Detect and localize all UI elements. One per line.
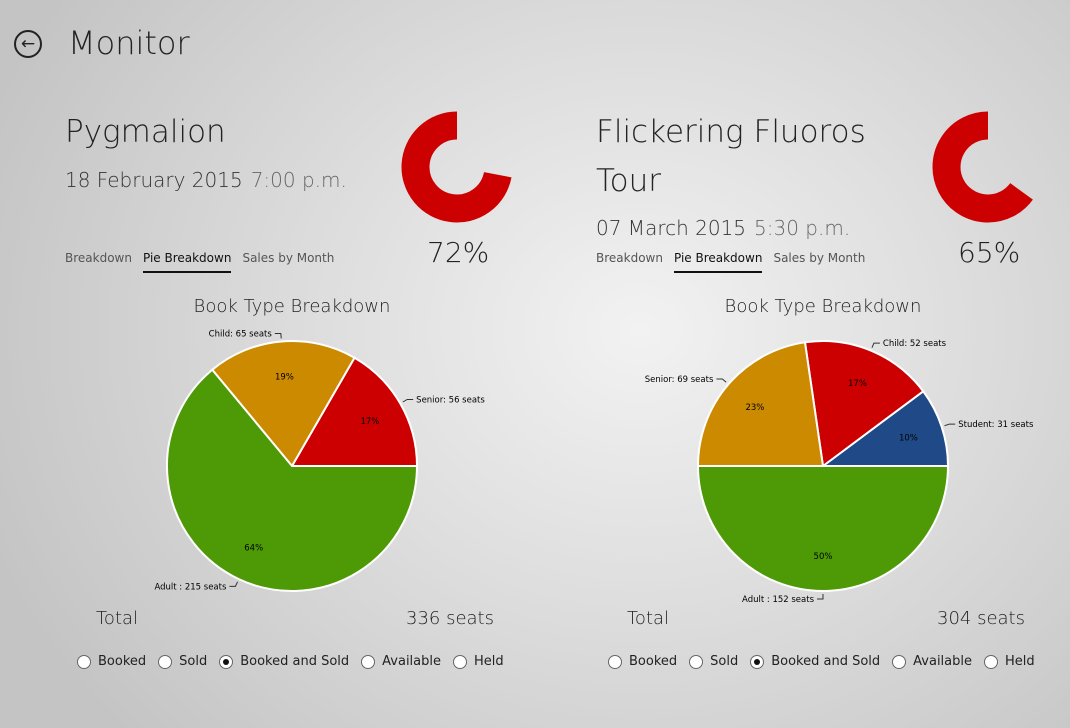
seat-status-radio-group: Booked Sold Booked and Sold Available Held bbox=[608, 654, 1047, 669]
radio-circle-icon[interactable] bbox=[984, 654, 998, 669]
chart-title: Book Type Breakdown bbox=[193, 296, 391, 317]
radio-circle-icon[interactable] bbox=[77, 654, 91, 669]
total-label: Total bbox=[96, 608, 139, 629]
radio-label: Booked and Sold bbox=[240, 654, 350, 669]
slice-label: Adult : 215 seats bbox=[154, 582, 227, 592]
slice-percent-label: 50% bbox=[814, 552, 833, 562]
radio-circle-icon[interactable] bbox=[892, 654, 907, 669]
leader-line bbox=[871, 342, 880, 348]
radio-booked[interactable]: Booked bbox=[77, 654, 146, 669]
back-button[interactable]: ← bbox=[14, 30, 42, 58]
pie-slice[interactable] bbox=[696, 465, 950, 592]
tab-bar: Breakdown Pie Breakdown Sales by Month bbox=[65, 251, 334, 273]
total-value: 304 seats bbox=[937, 608, 1025, 629]
leader-line bbox=[716, 378, 727, 383]
radio-label: Available bbox=[913, 654, 972, 669]
leader-line bbox=[229, 581, 238, 587]
slice-label: Student: 31 seats bbox=[958, 420, 1034, 430]
radio-booked-and-sold[interactable]: Booked and Sold bbox=[219, 654, 349, 669]
slice-label: Senior: 69 seats bbox=[645, 375, 714, 385]
leader-line bbox=[944, 423, 956, 427]
leader-line bbox=[274, 332, 282, 339]
radio-sold[interactable]: Sold bbox=[158, 654, 207, 669]
total-value: 336 seats bbox=[406, 608, 494, 629]
event-name: Flickering Fluoros Tour bbox=[596, 114, 866, 199]
radio-booked-and-sold[interactable]: Booked and Sold bbox=[750, 654, 880, 669]
event-date: 18 February 2015 bbox=[65, 168, 243, 192]
event-name: Pygmalion bbox=[65, 114, 226, 150]
slice-percent-label: 17% bbox=[848, 379, 867, 389]
slice-percent-label: 19% bbox=[275, 372, 294, 382]
radio-circle-icon[interactable] bbox=[158, 654, 173, 669]
event-datetime: 07 March 2015 5:30 p.m. bbox=[596, 216, 850, 240]
slice-label: Child: 52 seats bbox=[883, 339, 947, 349]
gauge-percent: 65% bbox=[958, 236, 1021, 269]
radio-label: Held bbox=[474, 654, 504, 669]
tab-sales-by-month[interactable]: Sales by Month bbox=[242, 251, 335, 265]
leader-line bbox=[817, 594, 824, 600]
radio-circle-icon[interactable] bbox=[689, 654, 704, 669]
tab-sales-by-month[interactable]: Sales by Month bbox=[773, 251, 866, 265]
radio-label: Sold bbox=[710, 654, 739, 669]
slice-label: Senior: 56 seats bbox=[416, 396, 485, 406]
radio-held[interactable]: Held bbox=[453, 654, 504, 669]
radio-available[interactable]: Available bbox=[361, 654, 441, 669]
sales-gauge bbox=[932, 111, 1033, 223]
event-time: 7:00 p.m. bbox=[250, 168, 347, 192]
gauge-arc bbox=[401, 111, 512, 223]
pie-slice[interactable] bbox=[290, 356, 419, 467]
pie-slice[interactable] bbox=[166, 368, 419, 592]
tab-breakdown[interactable]: Breakdown bbox=[65, 251, 132, 265]
radio-circle-icon[interactable] bbox=[750, 654, 765, 669]
total-label: Total bbox=[627, 608, 670, 629]
slice-percent-label: 17% bbox=[360, 417, 379, 427]
pie-slice[interactable] bbox=[819, 389, 950, 467]
radio-label: Booked bbox=[629, 654, 678, 669]
tab-pie-breakdown[interactable]: Pie Breakdown bbox=[673, 251, 763, 273]
slice-percent-label: 23% bbox=[745, 403, 764, 413]
slice-label: Adult : 152 seats bbox=[742, 595, 815, 605]
radio-held[interactable]: Held bbox=[984, 654, 1035, 669]
chart-title: Book Type Breakdown bbox=[724, 296, 922, 317]
seat-status-radio-group: Booked Sold Booked and Sold Available Held bbox=[77, 654, 516, 669]
pie-slice[interactable] bbox=[210, 340, 356, 468]
radio-label: Booked bbox=[98, 654, 147, 669]
event-date: 07 March 2015 bbox=[596, 216, 747, 240]
gauge-arc bbox=[932, 111, 1033, 223]
radio-label: Booked and Sold bbox=[771, 654, 881, 669]
leader-line bbox=[402, 399, 414, 403]
pie-slice[interactable] bbox=[803, 340, 925, 468]
sales-gauge bbox=[401, 111, 512, 223]
gauge-percent: 72% bbox=[427, 236, 490, 269]
page-title: Monitor bbox=[68, 24, 190, 62]
radio-available[interactable]: Available bbox=[892, 654, 972, 669]
radio-sold[interactable]: Sold bbox=[689, 654, 738, 669]
radio-circle-icon[interactable] bbox=[608, 654, 622, 669]
slice-percent-label: 10% bbox=[899, 434, 918, 444]
radio-circle-icon[interactable] bbox=[453, 654, 467, 669]
event-time: 5:30 p.m. bbox=[754, 216, 851, 240]
back-arrow-icon: ← bbox=[20, 33, 36, 54]
radio-label: Held bbox=[1005, 654, 1035, 669]
slice-percent-label: 64% bbox=[244, 543, 263, 553]
radio-label: Sold bbox=[179, 654, 208, 669]
radio-label: Available bbox=[382, 654, 441, 669]
tab-bar: Breakdown Pie Breakdown Sales by Month bbox=[596, 251, 865, 273]
tab-pie-breakdown[interactable]: Pie Breakdown bbox=[142, 251, 232, 273]
pie-slice[interactable] bbox=[696, 341, 825, 467]
tab-breakdown[interactable]: Breakdown bbox=[596, 251, 663, 265]
event-datetime: 18 February 2015 7:00 p.m. bbox=[65, 168, 347, 192]
slice-label: Child: 65 seats bbox=[209, 329, 273, 339]
pie-chart: 17% Senior: 56 seats 19% Child: 65 seats 64%… bbox=[154, 329, 485, 592]
radio-circle-icon[interactable] bbox=[219, 654, 234, 669]
radio-circle-icon[interactable] bbox=[361, 654, 376, 669]
radio-booked[interactable]: Booked bbox=[608, 654, 677, 669]
pie-chart: 10% Student: 31 seats 17% Child: 52 seats 23… bbox=[645, 339, 1034, 605]
